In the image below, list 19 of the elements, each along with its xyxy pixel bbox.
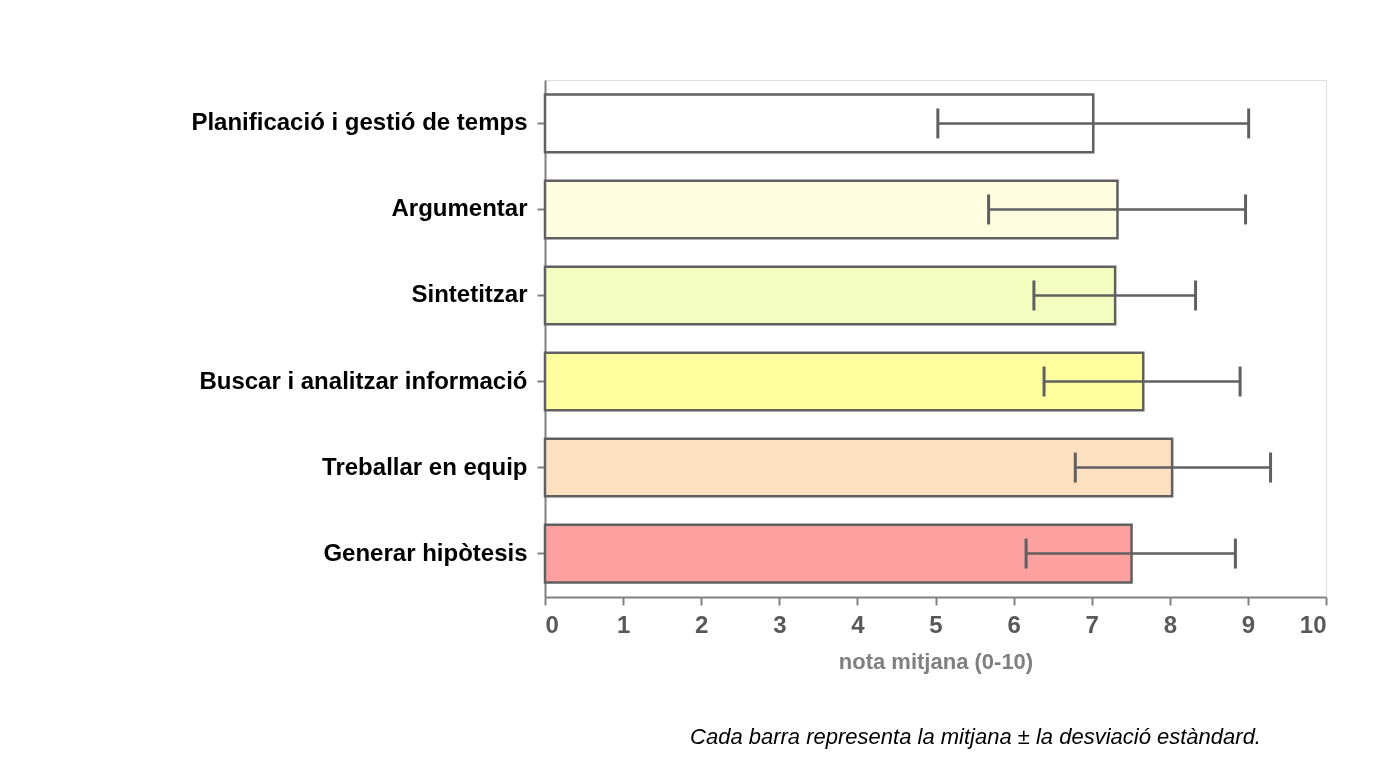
y-tick-label: Buscar i analitzar informació <box>199 366 528 394</box>
x-tick-label: 8 <box>1163 610 1177 638</box>
x-axis-title: nota mitjana (0-10) <box>838 648 1034 674</box>
x-tick-label: 6 <box>1007 610 1021 638</box>
y-tick-label: Argumentar <box>391 194 528 222</box>
y-tick-label: Sintetitzar <box>411 280 528 308</box>
x-tick-label: 7 <box>1085 610 1099 638</box>
y-tick-label: Treballar en equip <box>322 452 528 480</box>
x-tick-label: 9 <box>1241 610 1256 638</box>
y-tick-label: Generar hipòtesis <box>323 538 528 566</box>
x-tick-label: 2 <box>695 610 709 638</box>
x-tick-label: 5 <box>929 610 943 638</box>
x-tick-label: 3 <box>773 610 787 638</box>
x-tick-label: 1 <box>616 610 631 638</box>
y-tick-label: Planificació i gestió de temps <box>191 108 528 136</box>
text: Cada barra representa la mitjana ± la desviació estàndard. <box>690 724 1261 749</box>
x-tick-label: 4 <box>851 610 866 638</box>
x-tick-label: 10 <box>1299 610 1327 638</box>
x-tick-label: 0 <box>545 610 559 638</box>
